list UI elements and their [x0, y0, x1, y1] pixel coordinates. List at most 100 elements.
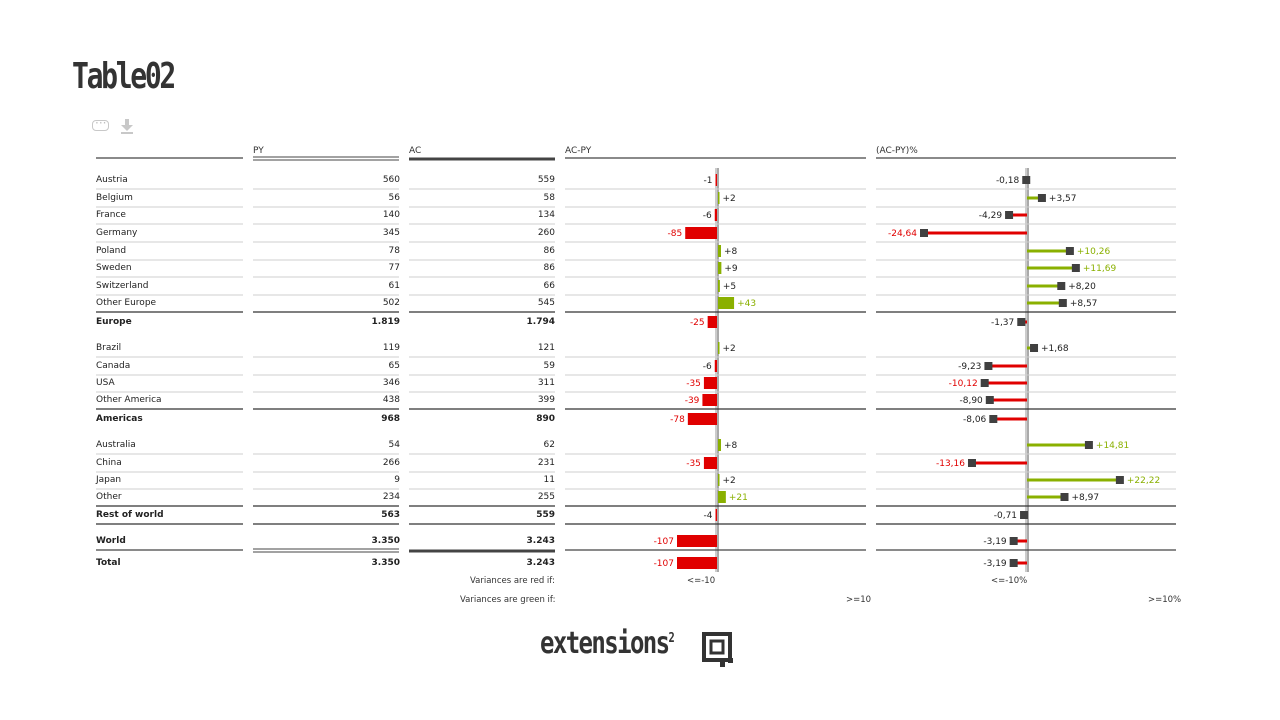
ac-value: 545: [537, 298, 555, 308]
row-label: France: [96, 210, 126, 220]
py-value: 77: [388, 263, 400, 273]
ac-value: 121: [537, 343, 555, 353]
abs-label: -107: [654, 537, 674, 547]
row-label: Other Europe: [96, 298, 157, 308]
abs-bar: [702, 394, 717, 406]
py-value: 9: [394, 475, 400, 485]
rel-marker: [1017, 318, 1026, 326]
row-label: Japan: [96, 475, 122, 485]
py-value: 119: [382, 343, 400, 353]
abs-label: +2: [723, 344, 736, 354]
py-value: 56: [388, 193, 400, 203]
abs-label: +9: [724, 264, 738, 274]
rel-label: +22,22: [1127, 476, 1160, 486]
row-label: Total: [96, 558, 121, 568]
py-value: 3.350: [371, 558, 400, 568]
py-value: 502: [382, 298, 400, 308]
rel-label: +14,81: [1096, 441, 1129, 451]
rel-marker: [1057, 282, 1066, 290]
rel-marker: [1071, 264, 1080, 272]
ac-value: 3.243: [526, 558, 555, 568]
abs-label: -1: [704, 176, 713, 186]
py-value: 54: [388, 440, 400, 450]
ac-value: 559: [537, 175, 555, 185]
toolbar: [92, 116, 136, 134]
abs-label: -6: [703, 362, 712, 372]
logo-sup: 2: [668, 631, 675, 646]
abs-label: +2: [723, 476, 736, 486]
ac-value: 11: [543, 475, 555, 485]
abs-bar: [718, 192, 720, 204]
rel-label: -8,90: [959, 396, 983, 406]
ac-value: 86: [543, 263, 555, 273]
column-header-ac: AC: [409, 146, 422, 156]
abs-label: +43: [737, 299, 756, 309]
ac-value: 59: [543, 361, 555, 371]
abs-label: -6: [703, 211, 712, 221]
rel-label: +8,20: [1068, 282, 1096, 292]
rel-label: -0,71: [994, 511, 1017, 521]
py-value: 345: [382, 228, 400, 238]
py-value: 266: [382, 458, 400, 468]
abs-label: -4: [704, 511, 713, 521]
logo-text: extensions: [540, 626, 670, 661]
rel-marker: [1022, 176, 1031, 184]
abs-label: -85: [668, 229, 683, 239]
rel-marker: [1084, 441, 1093, 449]
abs-label: +8: [724, 441, 738, 451]
ac-value: 134: [537, 210, 555, 220]
rel-label: +1,68: [1041, 344, 1069, 354]
rel-label: -3,19: [983, 559, 1007, 569]
row-label: China: [96, 458, 122, 468]
rel-marker: [1030, 344, 1039, 352]
ac-value: 1.794: [526, 317, 555, 327]
abs-label: +8: [724, 247, 738, 257]
abs-bar: [718, 491, 726, 503]
row-label: USA: [96, 378, 115, 388]
rel-marker: [980, 379, 989, 387]
ac-value: 66: [543, 281, 555, 291]
page-title: Table02: [72, 56, 176, 97]
comment-icon[interactable]: [92, 116, 110, 134]
abs-bar: [677, 557, 717, 569]
py-value: 563: [381, 510, 400, 520]
ac-value: 231: [537, 458, 555, 468]
rel-marker: [1009, 559, 1018, 567]
legend-rel-green: >=10%: [1148, 595, 1182, 605]
legend-rel-red: <=-10%: [991, 576, 1028, 586]
abs-label: -107: [654, 559, 674, 569]
rel-label: +8,57: [1070, 299, 1098, 309]
legend-green-label: Variances are green if:: [460, 595, 556, 605]
legend-abs-green: >=10: [846, 595, 872, 605]
ac-value: 3.243: [526, 536, 555, 546]
rel-label: +3,57: [1049, 194, 1077, 204]
rel-marker: [1058, 299, 1067, 307]
abs-label: +5: [723, 282, 736, 292]
rel-label: +10,26: [1077, 247, 1111, 257]
abs-label: -35: [686, 379, 701, 389]
row-label: Other America: [96, 395, 162, 405]
ac-value: 890: [536, 414, 555, 424]
row-label: Rest of world: [96, 510, 164, 520]
rel-marker: [920, 229, 928, 237]
py-value: 346: [382, 378, 400, 388]
abs-bar: [687, 413, 717, 425]
rel-marker: [985, 396, 994, 404]
ac-value: 255: [537, 492, 555, 502]
py-value: 140: [382, 210, 400, 220]
rel-label: -9,23: [958, 362, 981, 372]
py-value: 1.819: [371, 317, 400, 327]
abs-bar: [703, 457, 717, 469]
py-value: 78: [388, 246, 400, 256]
rel-label: -24,64: [888, 229, 917, 239]
rel-label: +11,69: [1083, 264, 1117, 274]
row-label: Germany: [96, 228, 138, 238]
abs-bar: [714, 209, 717, 221]
download-icon[interactable]: [118, 118, 136, 134]
rel-marker: [1037, 194, 1046, 202]
row-label: Americas: [96, 414, 143, 424]
py-value: 968: [381, 414, 400, 424]
abs-bar: [718, 342, 720, 354]
abs-bar: [707, 316, 717, 328]
